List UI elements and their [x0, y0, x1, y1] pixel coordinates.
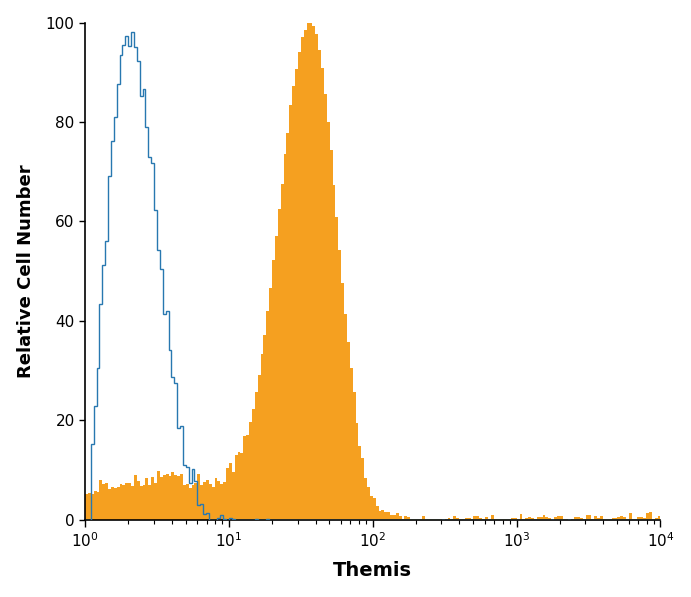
Y-axis label: Relative Cell Number: Relative Cell Number — [17, 164, 35, 378]
X-axis label: Themis: Themis — [333, 561, 413, 580]
